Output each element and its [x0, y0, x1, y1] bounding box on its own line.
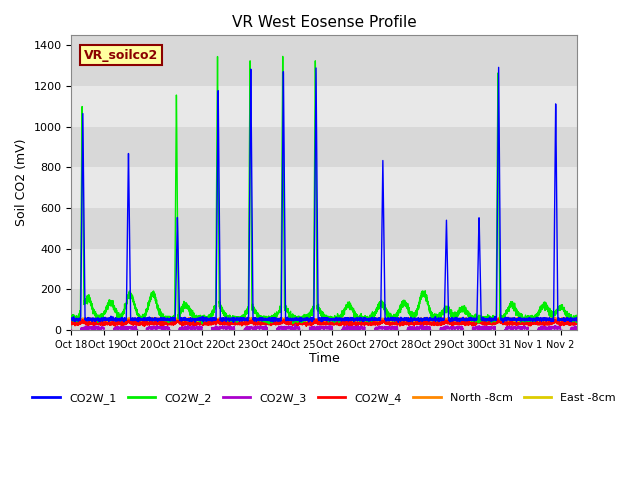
Bar: [72, 46, 577, 86]
Bar: [72, 127, 577, 168]
Title: VR West Eosense Profile: VR West Eosense Profile: [232, 15, 417, 30]
Text: VR_soilco2: VR_soilco2: [84, 48, 158, 61]
Bar: [72, 208, 577, 249]
Legend: CO2W_1, CO2W_2, CO2W_3, CO2W_4, North -8cm, East -8cm: CO2W_1, CO2W_2, CO2W_3, CO2W_4, North -8…: [28, 388, 620, 408]
Bar: [72, 249, 577, 289]
Y-axis label: Soil CO2 (mV): Soil CO2 (mV): [15, 139, 28, 227]
X-axis label: Time: Time: [308, 352, 340, 365]
Bar: [72, 86, 577, 127]
Bar: [72, 168, 577, 208]
Bar: [72, 289, 577, 330]
